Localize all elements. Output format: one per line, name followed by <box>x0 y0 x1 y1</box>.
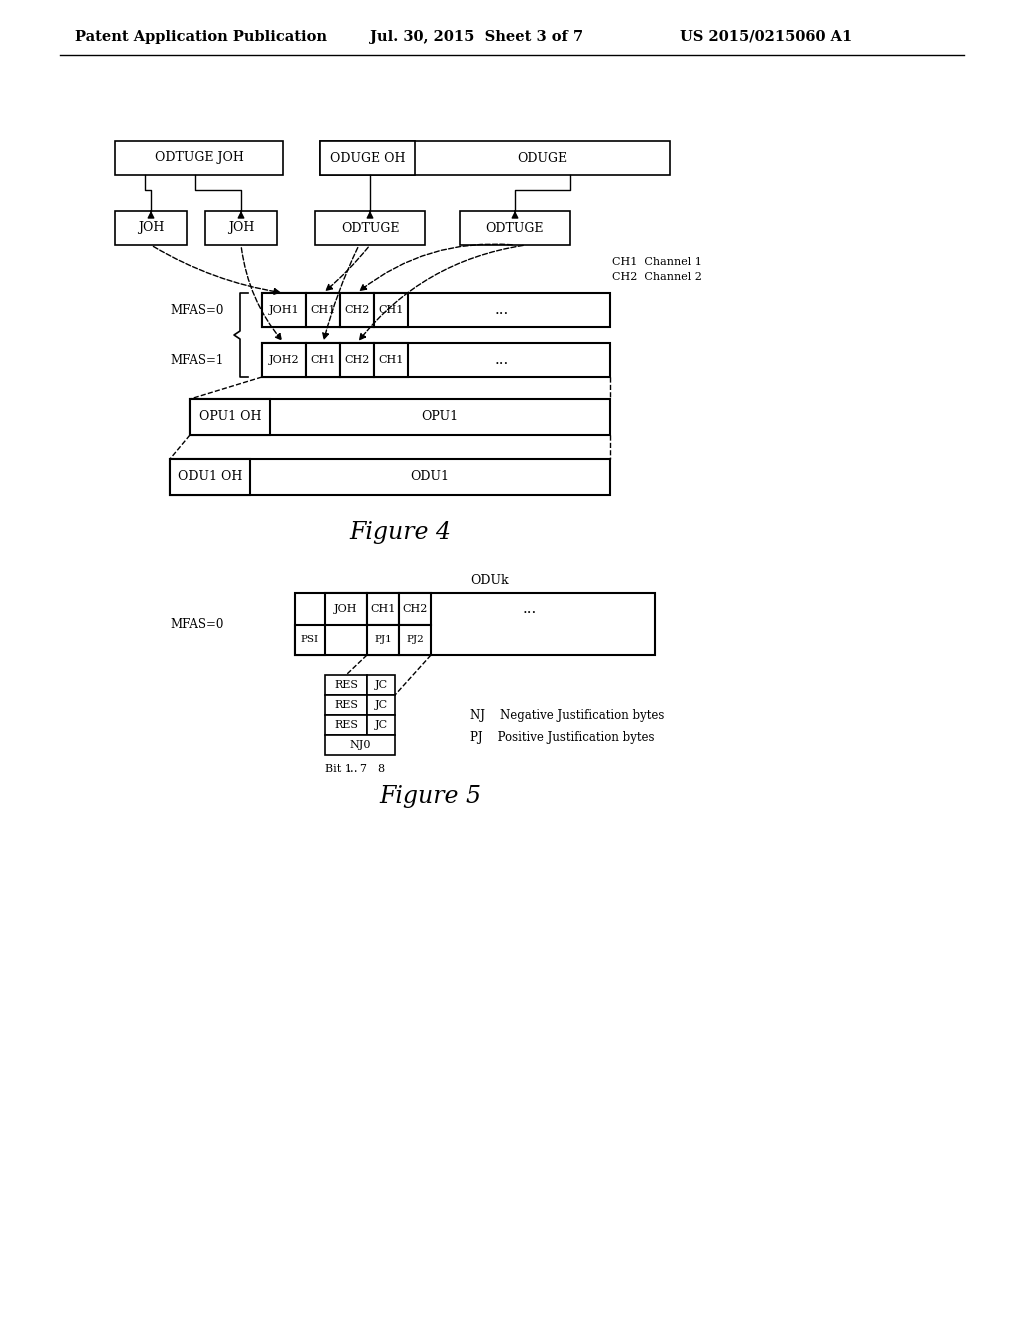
Bar <box>325 593 367 624</box>
Bar <box>399 593 431 624</box>
Bar <box>262 343 306 378</box>
Bar <box>399 624 431 655</box>
Bar <box>170 459 250 495</box>
Text: JOH: JOH <box>334 605 357 614</box>
Bar <box>306 293 340 327</box>
Bar <box>367 624 399 655</box>
Bar <box>325 735 395 755</box>
Text: JOH: JOH <box>138 222 164 235</box>
Bar <box>367 715 395 735</box>
Bar <box>340 343 374 378</box>
Text: ODUGE OH: ODUGE OH <box>330 152 406 165</box>
Text: CH2: CH2 <box>402 605 428 614</box>
Bar <box>367 593 399 624</box>
Text: MFAS=1: MFAS=1 <box>170 354 223 367</box>
Bar <box>262 293 306 327</box>
Bar <box>315 211 425 246</box>
Text: CH1: CH1 <box>371 605 395 614</box>
Bar <box>115 211 187 246</box>
Bar <box>319 141 415 176</box>
Bar <box>115 141 283 176</box>
Bar <box>262 293 610 327</box>
Text: RES: RES <box>334 680 358 690</box>
Bar <box>367 696 395 715</box>
Text: JOH1: JOH1 <box>268 305 299 315</box>
Text: CH1: CH1 <box>378 355 403 366</box>
Text: ODTUGE: ODTUGE <box>341 222 399 235</box>
Text: CH1: CH1 <box>378 305 403 315</box>
Bar <box>262 343 610 378</box>
Text: ODTUGE JOH: ODTUGE JOH <box>155 152 244 165</box>
Text: PJ1: PJ1 <box>374 635 392 644</box>
Bar <box>374 343 408 378</box>
Text: MFAS=0: MFAS=0 <box>170 618 223 631</box>
Bar <box>190 399 270 436</box>
Bar <box>325 675 367 696</box>
Text: 7: 7 <box>359 764 367 774</box>
Text: ...: ... <box>347 763 358 776</box>
Bar <box>295 624 325 655</box>
Text: CH2: CH2 <box>344 355 370 366</box>
Text: ODUk: ODUk <box>471 573 509 586</box>
Bar <box>190 399 610 436</box>
Bar <box>340 293 374 327</box>
Text: OPU1 OH: OPU1 OH <box>199 411 261 424</box>
Bar <box>367 675 395 696</box>
Text: US 2015/0215060 A1: US 2015/0215060 A1 <box>680 30 852 44</box>
Text: Figure 5: Figure 5 <box>379 785 481 808</box>
Text: JOH: JOH <box>227 222 254 235</box>
Bar <box>170 459 610 495</box>
Text: NJ0: NJ0 <box>349 741 371 750</box>
Text: Bit 1: Bit 1 <box>325 764 352 774</box>
Text: ...: ... <box>495 304 509 317</box>
Text: ...: ... <box>523 602 538 616</box>
Bar <box>374 293 408 327</box>
Bar <box>295 593 655 655</box>
Text: CH1  Channel 1: CH1 Channel 1 <box>612 257 701 267</box>
Text: PJ    Positive Justification bytes: PJ Positive Justification bytes <box>470 730 654 743</box>
Text: JC: JC <box>375 719 387 730</box>
Text: RES: RES <box>334 719 358 730</box>
Text: ODUGE: ODUGE <box>517 152 567 165</box>
Text: ODU1: ODU1 <box>411 470 450 483</box>
Text: NJ    Negative Justification bytes: NJ Negative Justification bytes <box>470 709 665 722</box>
Text: JC: JC <box>375 680 387 690</box>
Text: RES: RES <box>334 700 358 710</box>
Text: Jul. 30, 2015  Sheet 3 of 7: Jul. 30, 2015 Sheet 3 of 7 <box>370 30 583 44</box>
Text: CH1: CH1 <box>310 355 336 366</box>
Text: CH2  Channel 2: CH2 Channel 2 <box>612 272 701 282</box>
Bar <box>205 211 278 246</box>
Text: PJ2: PJ2 <box>407 635 424 644</box>
Text: MFAS=0: MFAS=0 <box>170 304 223 317</box>
Text: JC: JC <box>375 700 387 710</box>
Text: Patent Application Publication: Patent Application Publication <box>75 30 327 44</box>
Text: CH1: CH1 <box>310 305 336 315</box>
Text: Figure 4: Figure 4 <box>349 520 451 544</box>
Bar <box>460 211 570 246</box>
Text: PSI: PSI <box>301 635 319 644</box>
Text: OPU1: OPU1 <box>422 411 459 424</box>
Bar <box>319 141 670 176</box>
Text: ODTUGE: ODTUGE <box>485 222 544 235</box>
Text: 8: 8 <box>378 764 385 774</box>
Text: ODU1 OH: ODU1 OH <box>178 470 243 483</box>
Text: ...: ... <box>495 352 509 367</box>
Bar <box>325 715 367 735</box>
Text: CH2: CH2 <box>344 305 370 315</box>
Bar <box>325 696 367 715</box>
Bar <box>306 343 340 378</box>
Text: JOH2: JOH2 <box>268 355 299 366</box>
